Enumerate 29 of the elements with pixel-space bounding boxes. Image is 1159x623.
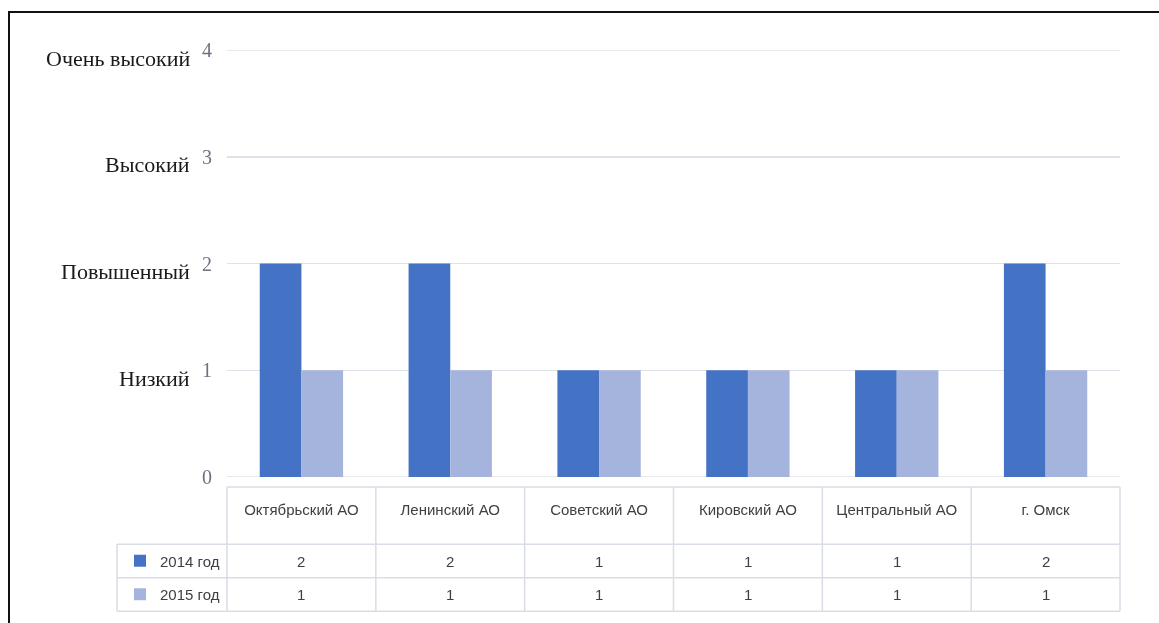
text: Высокий	[105, 152, 190, 177]
data-label: 2	[297, 553, 306, 570]
y-tick-label: 4	[202, 39, 212, 61]
y-tick-label: 1	[202, 359, 212, 382]
legend-label: 2014 год	[160, 552, 220, 570]
x-tick-label: г. Омск	[1021, 501, 1071, 518]
y-tick-label: 0	[202, 466, 212, 488]
y-tick-label: 2	[202, 252, 212, 275]
x-tick-label: Кировский АО	[698, 501, 797, 518]
text: Очень высокий	[46, 46, 191, 71]
data-label: 1	[893, 553, 902, 570]
x-tick-label: Ленинский АО	[400, 501, 500, 518]
data-label: 2	[446, 553, 455, 570]
x-tick-label: Советский АО	[550, 501, 649, 518]
legend-label: 2015 год	[160, 586, 220, 604]
data-label: 1	[744, 553, 753, 570]
data-label: 1	[893, 586, 902, 603]
data-label: 1	[297, 586, 306, 603]
x-tick-label: Центральный АО	[836, 501, 958, 518]
data-label: 1	[744, 586, 753, 603]
data-label: 1	[446, 586, 455, 603]
data-label: 2	[1042, 553, 1051, 570]
x-tick-label: Октябрьский АО	[244, 501, 359, 518]
data-label: 1	[1042, 586, 1051, 603]
data-label: 1	[595, 553, 604, 570]
y-tick-label: 3	[202, 145, 212, 168]
text: Низкий	[119, 366, 190, 391]
text: Повышенный	[61, 259, 191, 284]
data-label: 1	[595, 586, 604, 603]
